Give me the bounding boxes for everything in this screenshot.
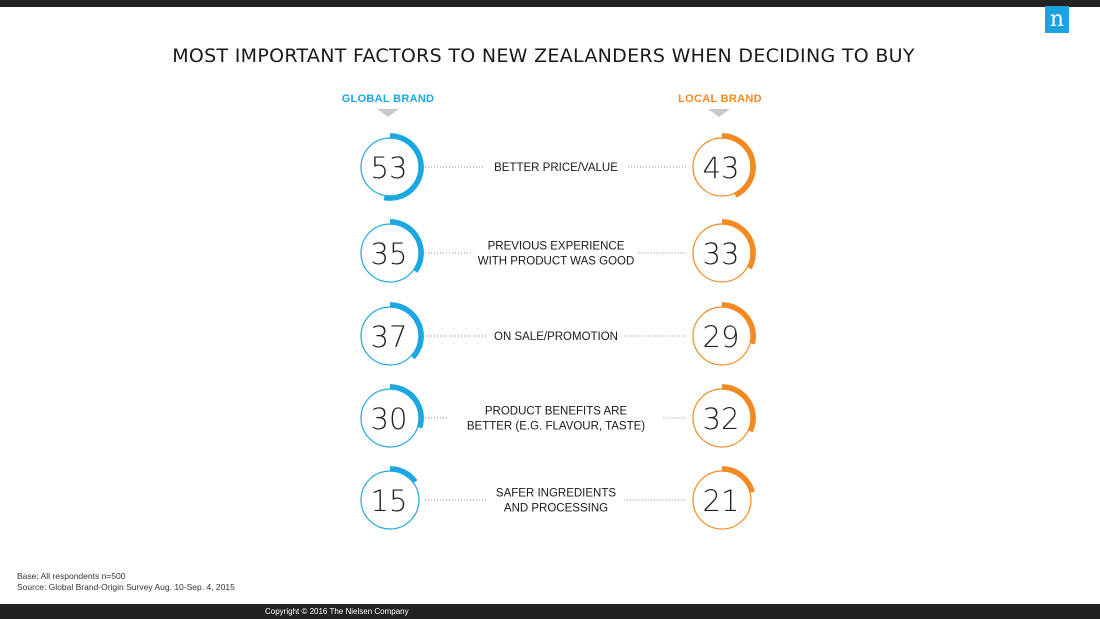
legend-global-brand: GLOBAL BRAND <box>341 93 435 105</box>
global-value-label: 35 <box>371 237 408 271</box>
legend-local-brand: LOCAL BRAND <box>678 93 762 105</box>
global-value-label: 30 <box>371 402 408 436</box>
chart-title: MOST IMPORTANT FACTORS TO NEW ZEALANDERS… <box>172 45 915 67</box>
local-value-arc <box>721 384 756 433</box>
global-value-arc <box>389 219 424 273</box>
global-value-arc <box>383 133 424 201</box>
local-value-arc <box>721 219 756 270</box>
global-value-arc <box>389 384 424 429</box>
global-value-arc <box>389 302 424 360</box>
local-value-arc <box>721 133 756 198</box>
local-caret-icon <box>708 109 730 117</box>
local-value-label: 33 <box>703 237 740 271</box>
local-value-label: 32 <box>703 402 740 436</box>
local-value-label: 43 <box>703 151 740 185</box>
footnote-source: Source: Global Brand-Origin Survey Aug. … <box>17 582 235 592</box>
global-value-label: 53 <box>371 151 408 185</box>
global-value-label: 37 <box>371 320 408 354</box>
bottom-bar: Copyright © 2016 The Nielsen Company <box>0 604 1100 619</box>
local-value-label: 21 <box>703 484 740 518</box>
nielsen-logo: n <box>1045 6 1069 33</box>
category-label: ON SALE/PROMOTION <box>494 331 618 343</box>
footnote-base: Base: All respondents n=500 <box>17 571 126 581</box>
global-value-label: 15 <box>371 484 408 518</box>
local-value-arc <box>721 466 755 494</box>
category-label: PREVIOUS EXPERIENCE WITH PRODUCT WAS GOOD <box>478 241 635 268</box>
global-value-arc <box>389 466 418 484</box>
category-label: SAFER INGREDIENTS AND PROCESSING <box>496 488 616 515</box>
local-value-arc <box>721 302 756 345</box>
copyright-text: Copyright © 2016 The Nielsen Company <box>265 607 409 616</box>
global-caret-icon <box>377 109 399 117</box>
category-label: PRODUCT BENEFITS ARE BETTER (E.G. FLAVOUR… <box>467 406 645 433</box>
category-label: BETTER PRICE/VALUE <box>494 162 618 174</box>
local-value-label: 29 <box>703 320 740 354</box>
top-bar <box>0 0 1100 7</box>
